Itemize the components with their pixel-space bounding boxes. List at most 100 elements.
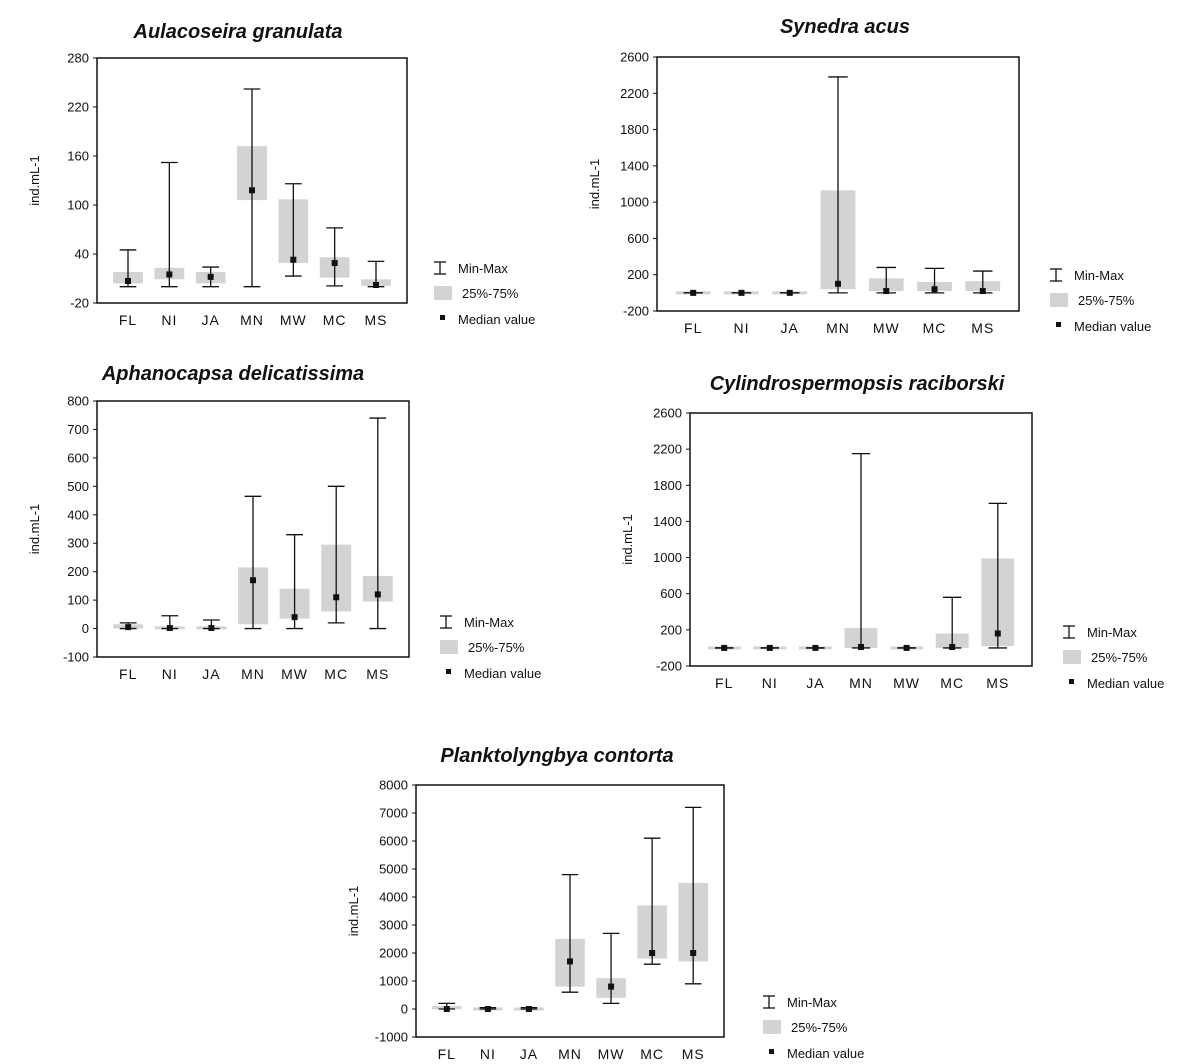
y-tick-label: 2600: [653, 406, 682, 421]
median-point-mc: [931, 286, 938, 293]
y-tick-label: -200: [623, 304, 649, 319]
y-tick-label: 1000: [379, 974, 408, 989]
y-tick-label: 8000: [379, 778, 408, 793]
x-category-label: MN: [240, 312, 264, 328]
x-category-label: MC: [324, 666, 348, 682]
x-category-label: MC: [323, 312, 347, 328]
legend-minmax-label: Min-Max: [1087, 625, 1137, 640]
legend: Min-Max 25%-75% Median value: [763, 995, 864, 1061]
legend-iqr-label: 25%-75%: [791, 1020, 848, 1035]
x-category-label: NI: [762, 675, 778, 691]
median-point-mn: [250, 577, 256, 584]
legend-median-marker: [769, 1049, 774, 1054]
y-axis-label: ind.mL-1: [27, 504, 42, 555]
legend-median-marker: [446, 669, 451, 674]
x-category-label: MC: [923, 320, 947, 336]
median-point-mn: [567, 958, 573, 965]
x-category-label: MW: [598, 1046, 625, 1062]
median-point-ja: [812, 644, 819, 651]
chart-panel-5: Planktolyngbya contorta -1000 0 1000 2000 300…: [346, 745, 864, 1062]
legend: Min-Max 25%-75% Median value: [440, 615, 541, 681]
legend-median-marker: [440, 315, 445, 320]
y-tick-label: 1000: [653, 550, 682, 565]
legend-iqr-swatch: [440, 640, 458, 654]
x-category-label: MS: [986, 675, 1009, 691]
y-tick-label: 200: [67, 564, 89, 579]
x-category-label: MS: [366, 666, 389, 682]
median-point-fl: [721, 644, 728, 651]
x-category-label: JA: [520, 1046, 538, 1062]
median-point-ni: [738, 289, 745, 296]
y-tick-label: -1000: [375, 1030, 408, 1045]
x-category-label: FL: [715, 675, 733, 691]
legend: Min-Max 25%-75% Median value: [1050, 268, 1151, 334]
legend-iqr-swatch: [434, 286, 452, 300]
y-tick-label: 600: [67, 450, 89, 465]
y-tick-label: 2600: [620, 50, 649, 65]
legend-iqr-swatch: [763, 1020, 781, 1034]
y-tick-label: 200: [627, 267, 649, 282]
median-point-ja: [208, 624, 215, 631]
x-category-label: MC: [640, 1046, 664, 1062]
legend-iqr-label: 25%-75%: [462, 286, 519, 301]
x-category-label: MW: [280, 312, 307, 328]
x-category-label: MN: [558, 1046, 582, 1062]
median-point-mw: [291, 614, 298, 621]
x-category-label: MN: [849, 675, 873, 691]
median-point-fl: [443, 1006, 450, 1012]
y-tick-label: 400: [67, 507, 89, 522]
chart-title: Aphanocapsa delicatissima: [101, 363, 364, 385]
x-category-label: FL: [119, 312, 137, 328]
median-point-ni: [484, 1006, 491, 1012]
legend-iqr-label: 25%-75%: [1078, 293, 1135, 308]
median-point-mw: [608, 983, 615, 990]
chart-title: Cylindrospermopsis raciborski: [710, 373, 1005, 395]
y-tick-label: 100: [67, 593, 89, 608]
y-tick-label: 6000: [379, 834, 408, 849]
median-point-ms: [979, 288, 986, 295]
x-category-label: NI: [162, 666, 178, 682]
median-point-ms: [373, 282, 379, 289]
median-point-fl: [690, 289, 697, 296]
median-point-fl: [125, 624, 132, 631]
chart-panel-1: Aulacoseira granulata -20 40 100 160 220 280 in…: [27, 21, 535, 328]
y-tick-label: 1400: [653, 514, 682, 529]
y-tick-label: 1400: [620, 158, 649, 173]
legend-iqr-swatch: [1050, 293, 1068, 307]
legend-minmax-label: Min-Max: [1074, 268, 1124, 283]
plot-frame: [689, 412, 1033, 667]
legend-minmax-label: Min-Max: [464, 615, 514, 630]
median-point-ms: [374, 591, 381, 598]
legend-median-label: Median value: [464, 666, 541, 681]
y-tick-label: 3000: [379, 918, 408, 933]
legend-median-label: Median value: [787, 1046, 864, 1061]
y-tick-label: 2000: [379, 946, 408, 961]
x-category-label: MW: [893, 675, 920, 691]
y-tick-label: 2200: [620, 86, 649, 101]
x-category-label: MS: [682, 1046, 705, 1062]
y-tick-label: 600: [660, 586, 682, 601]
median-point-mn: [835, 280, 841, 287]
median-point-mw: [903, 644, 910, 651]
legend-median-marker: [1069, 679, 1074, 684]
y-tick-label: 1800: [653, 478, 682, 493]
legend: Min-Max 25%-75% Median value: [1063, 625, 1164, 691]
median-point-mc: [333, 594, 340, 601]
x-category-label: JA: [806, 675, 824, 691]
y-tick-label: 0: [82, 621, 89, 636]
y-tick-label: 7000: [379, 806, 408, 821]
y-tick-label: 1000: [620, 195, 649, 210]
y-tick-label: 700: [67, 422, 89, 437]
median-point-mw: [290, 256, 297, 263]
y-tick-label: 5000: [379, 862, 408, 877]
y-tick-label: 1800: [620, 122, 649, 137]
x-category-label: MS: [365, 312, 388, 328]
median-point-mn: [249, 187, 255, 194]
x-category-label: NI: [480, 1046, 496, 1062]
y-tick-label: -200: [656, 659, 682, 674]
median-point-ja: [207, 273, 214, 280]
x-category-label: NI: [161, 312, 177, 328]
legend-median-label: Median value: [1087, 676, 1164, 691]
y-tick-label: 500: [67, 479, 89, 494]
